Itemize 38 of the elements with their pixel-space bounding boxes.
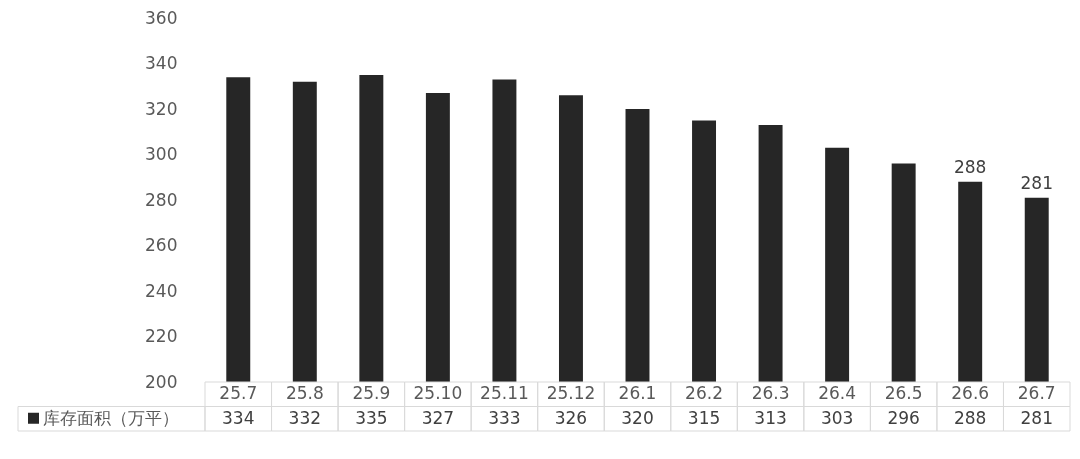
x-tick-label: 25.11 — [480, 383, 529, 404]
y-tick-label: 280 — [145, 189, 178, 210]
data-label: 333 — [488, 407, 521, 428]
data-label: 335 — [355, 407, 388, 428]
x-tick-label: 26.1 — [618, 383, 657, 404]
x-tick-label: 25.7 — [219, 383, 258, 404]
data-label: 332 — [288, 407, 322, 428]
y-tick-label: 360 — [145, 7, 178, 28]
x-tick-label: 26.6 — [951, 383, 990, 404]
x-tick-label: 26.2 — [685, 383, 723, 404]
x-tick-label: 25.9 — [352, 383, 391, 404]
annotation: 281 — [1020, 172, 1053, 193]
y-tick-label: 260 — [145, 235, 178, 255]
annotation: 288 — [953, 156, 987, 177]
data-label: 315 — [687, 407, 721, 428]
data-label: 327 — [421, 407, 455, 428]
x-tick-label: 25.8 — [285, 383, 324, 404]
x-tick-label: 26.7 — [1017, 383, 1056, 404]
data-label: 281 — [1020, 407, 1053, 428]
data-label: 326 — [554, 407, 588, 428]
data-label: 303 — [820, 407, 854, 428]
y-tick-label: 320 — [145, 98, 178, 119]
y-tick-label: 220 — [145, 326, 178, 346]
data-label: 334 — [222, 407, 255, 428]
x-tick-label: 25.10 — [413, 383, 463, 404]
y-tick-label: 240 — [145, 280, 178, 301]
data-label: 313 — [754, 407, 787, 428]
x-tick-label: 26.5 — [884, 383, 923, 404]
y-tick-label: 340 — [145, 53, 178, 73]
data-label: 320 — [621, 407, 654, 428]
x-tick-label: 26.4 — [818, 383, 857, 404]
x-tick-label: 26.3 — [751, 383, 790, 404]
data-label: 288 — [953, 407, 987, 428]
data-label: 296 — [887, 407, 920, 428]
legend-label: 库存面积（万平） — [43, 407, 179, 428]
y-tick-label: 200 — [145, 371, 178, 392]
x-tick-label: 25.12 — [546, 383, 596, 404]
y-tick-label: 300 — [145, 144, 178, 164]
